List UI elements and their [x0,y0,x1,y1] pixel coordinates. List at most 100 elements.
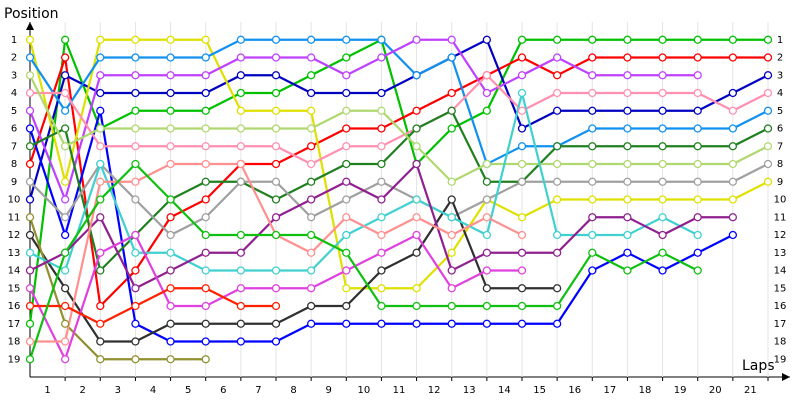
point [201,301,210,311]
point [60,195,70,204]
y-tick-label: 9 [11,177,17,188]
point [25,337,35,346]
point [412,248,421,257]
point [236,35,246,44]
point [517,213,527,222]
point [306,106,316,115]
point [166,195,175,204]
y-tick-label-right: 12 [774,230,787,241]
point [25,230,35,240]
point [623,124,632,133]
point [658,213,667,222]
point [201,106,210,115]
y-tick-label: 5 [11,106,17,117]
point [658,53,667,62]
point [763,142,773,151]
point [342,195,351,204]
point [763,159,773,169]
point [25,159,35,169]
point [131,230,140,240]
point [96,177,105,186]
point [96,142,105,151]
point [166,53,175,62]
point [482,106,492,115]
point [623,35,632,44]
point [342,159,351,169]
point [447,248,456,257]
point [552,35,562,44]
point [306,159,316,169]
point [236,71,246,80]
point [588,53,597,62]
point [166,142,175,151]
point [236,177,246,186]
point [482,248,492,257]
y-tick-label: 15 [8,283,21,294]
point [201,213,210,222]
series-line [28,56,768,309]
point [552,88,562,98]
point [588,124,597,133]
point [131,177,140,186]
point [96,266,105,275]
point [271,337,281,346]
x-tick-label: 17 [603,385,616,396]
point [377,106,386,115]
point [271,142,281,151]
y-tick-label: 7 [11,141,17,152]
point [377,159,386,169]
point [96,355,105,364]
point [201,177,210,186]
point [96,319,105,328]
point [271,230,281,240]
point [342,106,351,115]
point [201,195,210,204]
point [306,284,316,293]
x-tick-label: 14 [498,385,511,396]
point [131,35,140,44]
point [693,71,702,80]
point [25,266,35,275]
point [377,301,386,311]
y-tick-label: 8 [11,159,17,170]
point [588,213,597,222]
point [201,230,210,240]
point [166,35,175,44]
series-line [28,38,698,203]
point [377,230,386,240]
point [131,71,140,80]
point [588,159,597,169]
point [763,88,773,98]
point [588,177,597,186]
point [306,71,316,80]
point [60,213,70,222]
y-tick-label-right: 3 [777,70,783,81]
point [60,337,70,346]
point [623,106,632,115]
y-tick-label-right: 19 [774,354,787,365]
point [693,230,702,240]
point [623,88,632,98]
point [447,213,456,222]
point [201,88,210,98]
y-tick-label: 2 [11,53,17,64]
point [377,319,386,328]
point [412,35,421,44]
point [166,301,175,311]
point [201,266,210,275]
point [412,213,421,222]
point [131,53,140,62]
point [236,142,246,151]
y-tick-label: 11 [8,212,21,223]
point [271,159,281,169]
point [517,106,527,115]
point [271,284,281,293]
x-tick-label: 15 [533,385,546,396]
point [728,159,738,169]
point [623,177,632,186]
y-tick-label-right: 11 [774,212,787,223]
point [271,71,281,80]
point [166,355,175,364]
point [25,248,35,257]
point [693,266,702,275]
